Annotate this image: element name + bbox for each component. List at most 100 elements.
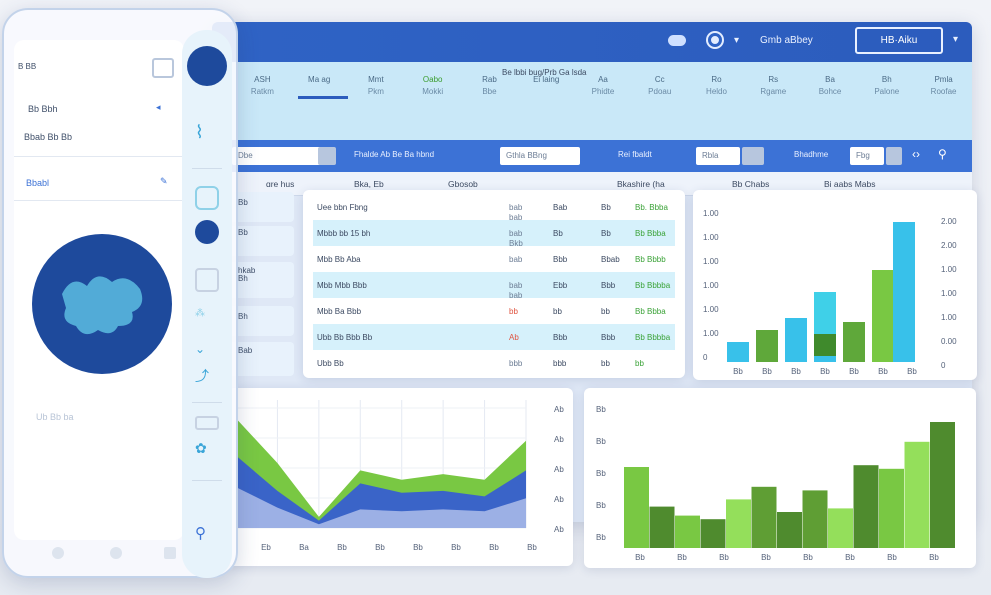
table-row[interactable]: Ubb Bb bbb bbb bb bb	[313, 350, 675, 376]
column-header[interactable]: Bka, Eb	[354, 179, 384, 189]
table-row[interactable]: Uee bbn Fbng bab Bab Bb Bb. Bbba bab	[313, 194, 675, 222]
cloud-icon[interactable]	[668, 35, 686, 46]
table-row[interactable]: Mbbb bb 15 bh bab Bb Bb Bb Bbba Bkb	[313, 220, 675, 248]
column-header[interactable]: Bb Chabs	[732, 179, 770, 189]
table-cell: bab	[509, 229, 523, 238]
search-input[interactable]: Dbe	[232, 147, 332, 165]
home-dot-icon[interactable]	[52, 547, 64, 559]
toolbar-tab[interactable]: Cc Pdoau	[631, 62, 688, 140]
toolbar-tab-sublabel: Bohce	[818, 87, 842, 96]
search-icon[interactable]: ⚲	[195, 525, 206, 542]
table-cell: bab	[509, 291, 523, 300]
bar	[777, 512, 802, 548]
table-cell: bb	[635, 359, 644, 368]
toolbar-tab[interactable]: Ma ag	[291, 62, 348, 140]
toolbar-tab[interactable]: Rs Rgame	[745, 62, 802, 140]
message-icon[interactable]	[195, 416, 219, 430]
filter-field-3[interactable]: Fbg	[850, 147, 884, 165]
column-header[interactable]: Bkashire (ha	[617, 179, 665, 189]
table-row[interactable]: Mbb Ba Bbb bb bb bb Bb Bbba	[313, 298, 675, 324]
toolbar-tab[interactable]: Mmt Pkm	[348, 62, 405, 140]
toolbar-tab[interactable]: Oabo Mokki	[404, 62, 461, 140]
filter-bar: Dbe Fhalde Ab Be Ba hbnd Gthla BBng Rei …	[212, 140, 972, 172]
activity-icon[interactable]: ⤴	[195, 368, 209, 384]
chart-icon[interactable]: ⌇	[195, 122, 204, 142]
filter-card[interactable]	[230, 262, 294, 298]
toolbar-tab[interactable]: Pmla Roofae	[915, 62, 972, 140]
filter-field-2[interactable]: Rbla	[696, 147, 740, 165]
y-tick-label: Bb	[596, 437, 606, 446]
table-row[interactable]: Ubb Bb Bbb Bb Ab Bbb Bbb Bb Bbbba	[313, 324, 675, 350]
phone-subtitle: Bbab Bb Bb	[24, 132, 73, 142]
calendar-icon[interactable]	[195, 268, 219, 292]
filter-field[interactable]: Gthla BBng	[500, 147, 580, 165]
column-header[interactable]: ɑre hus	[266, 179, 295, 189]
toolbar-tab[interactable]: Ba Bohce	[802, 62, 859, 140]
table-cell: Bb Bbba	[635, 229, 666, 238]
filter-card-label: Bh	[238, 312, 248, 321]
toolbar-tab[interactable]: Rab Bbe	[461, 62, 518, 140]
area-series	[236, 487, 526, 528]
filter-card[interactable]	[230, 226, 294, 256]
column-header[interactable]: Gbosob	[448, 179, 478, 189]
filter-field-3b[interactable]	[886, 147, 902, 165]
y-tick-label: Bb	[596, 405, 606, 414]
table-cell: Ebb	[553, 281, 568, 290]
filter-card[interactable]	[230, 192, 294, 222]
divider	[192, 168, 222, 169]
chevron-down-icon[interactable]: ⌄	[195, 342, 206, 356]
green-bar-chart: Bb Bb Bb Bb Bb Bb Bb Bb Bb Bb Bb Bb Bb	[584, 388, 976, 568]
table-row[interactable]: Mbb Bb Aba bab Bbb Bbab Bb Bbbb	[313, 246, 675, 272]
tablet-icon[interactable]	[195, 186, 219, 210]
user-avatar-icon[interactable]	[708, 33, 722, 47]
table-cell: Ab	[509, 333, 519, 342]
search-button[interactable]	[318, 147, 336, 165]
chevron-down-icon[interactable]: ▾	[734, 35, 740, 46]
y-tick-label: 1.00	[941, 265, 957, 274]
bar	[726, 499, 751, 548]
table-cell: Ubb Bb	[317, 359, 344, 368]
menu-chevron-icon[interactable]: ▾	[953, 34, 959, 45]
link-icon[interactable]: ⚲	[938, 147, 947, 161]
x-tick-label: Bb	[887, 553, 897, 562]
toolbar-tab[interactable]: ASH Ratkm	[234, 62, 291, 140]
pin-icon[interactable]: ◂	[156, 102, 161, 112]
table-cell: bb	[601, 359, 610, 368]
user-icon[interactable]	[195, 220, 219, 244]
home-square-icon[interactable]	[164, 547, 176, 559]
bar	[802, 490, 828, 548]
share-icon[interactable]: ‹›	[912, 147, 920, 161]
phone-item[interactable]: Bbabl	[26, 178, 50, 188]
filter-field-2b[interactable]	[742, 147, 764, 165]
edit-icon[interactable]: ✎	[160, 176, 168, 186]
table-row[interactable]: Mbb Mbb Bbb bab Ebb Bbb Bb Bbbba bab	[313, 272, 675, 300]
divider	[192, 480, 222, 481]
user-name[interactable]: Gmb aBbey	[760, 35, 813, 46]
nav-avatar[interactable]	[187, 46, 227, 86]
column-header[interactable]: Bi aabs Mabs	[824, 179, 876, 189]
toolbar-tab[interactable]: Aa Phidte	[575, 62, 632, 140]
y-tick-label: 1.00	[941, 313, 957, 322]
table-cell: bb	[553, 307, 562, 316]
x-tick-label: Bb	[820, 367, 830, 376]
home-dot-icon[interactable]	[110, 547, 122, 559]
toolbar-tab-label: Oabo	[422, 75, 443, 84]
header-action-button[interactable]: HB·Aiku	[855, 27, 943, 54]
y-tick-label: 1.00	[703, 329, 719, 338]
qr-icon[interactable]	[152, 58, 174, 78]
filter-card[interactable]	[230, 306, 294, 336]
toolbar-tab[interactable]: Bh Palone	[858, 62, 915, 140]
toolbar-tab-label: Rab	[482, 75, 497, 84]
map-shape-icon	[62, 276, 143, 335]
bar	[853, 465, 879, 548]
map-illustration-icon	[32, 234, 172, 374]
filter-card-label: Bab	[238, 346, 253, 355]
y-tick-label: 2.00	[941, 241, 957, 250]
toolbar-tab[interactable]: Ro Heldo	[688, 62, 745, 140]
settings-icon[interactable]: ⁂	[195, 308, 205, 319]
filter-card-label: Bh	[238, 274, 248, 283]
shield-icon[interactable]: ✿	[195, 440, 207, 456]
x-tick-label: Bb	[803, 553, 813, 562]
filter-card[interactable]	[230, 342, 294, 376]
toolbar-tab[interactable]: Ei laing	[518, 62, 575, 140]
